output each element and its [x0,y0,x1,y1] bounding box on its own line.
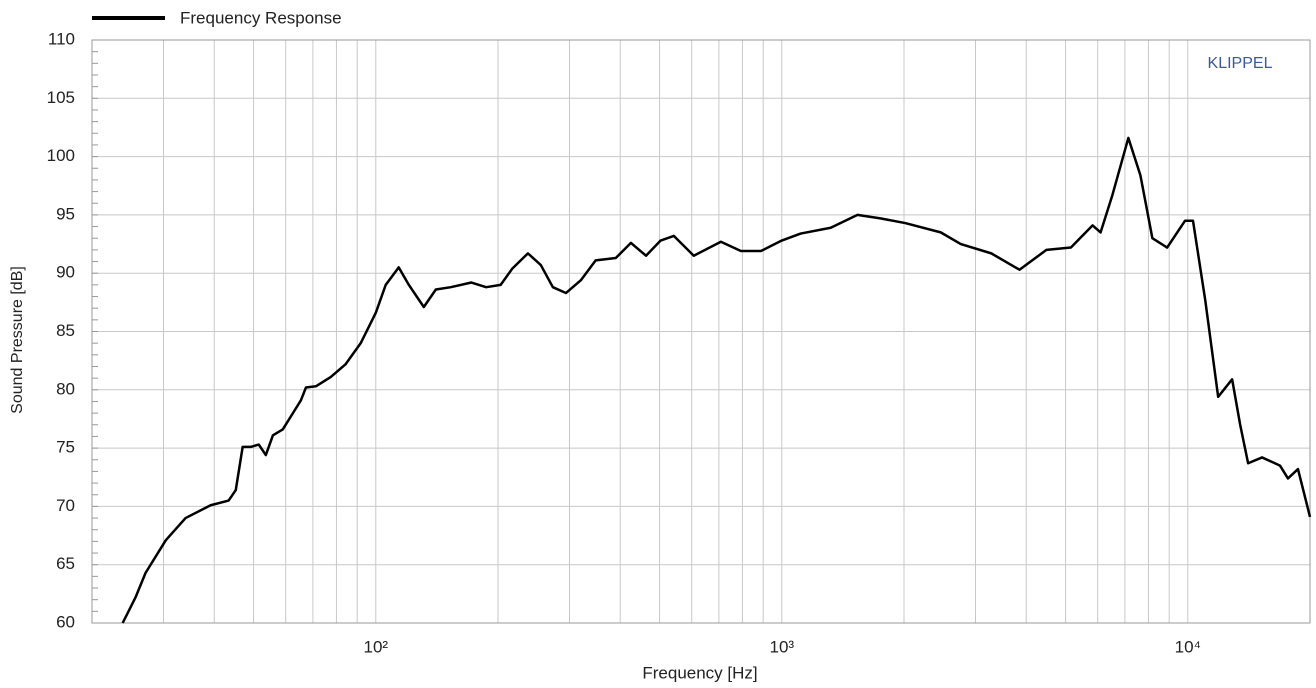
y-tick-label: 65 [56,554,75,573]
legend-label: Frequency Response [180,8,342,27]
data-line [121,136,1312,624]
y-tick-label: 60 [56,612,75,631]
y-axis-label: Sound Pressure [dB] [9,266,26,414]
y-tick-label: 100 [47,146,75,165]
y-tick-label: 105 [47,88,75,107]
y-tick-label: 110 [48,29,75,48]
y-tick-label: 70 [56,496,75,515]
x-tick-label: 10⁴ [1175,637,1201,656]
brand: KLIPPEL [1208,55,1273,72]
plot-frame [91,39,1311,624]
x-tick-label: 10² [363,637,388,656]
x-axis-label: Frequency [Hz] [642,663,757,682]
y-tick-label: 80 [56,379,75,398]
y-tick-label: 85 [56,321,75,340]
y-tick-label: 95 [56,204,75,223]
x-tick-label: 10³ [769,637,794,656]
y-tick-label: 75 [56,438,75,457]
y-tick-label: 90 [56,263,75,282]
